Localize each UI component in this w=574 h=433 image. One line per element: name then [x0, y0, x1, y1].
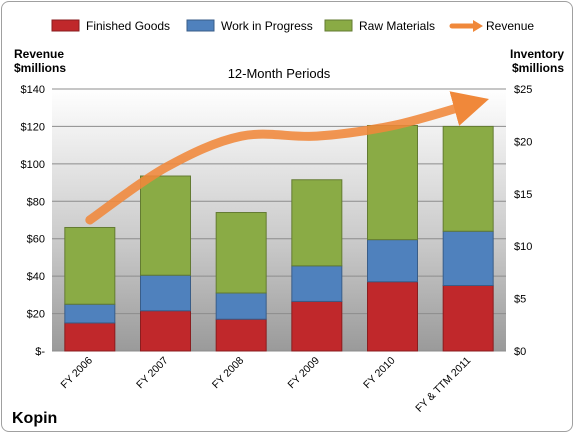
x-axis-ticks: FY 2006 FY 2007 FY 2008 FY 2009 FY 2010 FY & … [59, 355, 474, 415]
right-tick-label: $0 [514, 346, 526, 358]
bar-segment [291, 300, 343, 352]
bar-segment [215, 212, 267, 294]
chart-title: 12-Month Periods [228, 66, 331, 81]
x-tick-label: FY 2007 [134, 355, 171, 392]
right-axis-title-line1: Inventory [510, 47, 564, 61]
right-axis-title-line2: $millions [512, 61, 564, 75]
x-tick-label: FY & TTM 2011 [413, 355, 473, 415]
right-tick-label: $25 [514, 84, 532, 96]
legend: Finished Goods Work in Progress Raw Materi… [51, 19, 534, 33]
bar-segment [64, 303, 116, 324]
legend-label: Raw Materials [359, 19, 435, 33]
bar-segment [64, 226, 116, 305]
revenue-line [85, 91, 489, 225]
legend-arrow-head [473, 20, 483, 32]
legend-swatch [51, 19, 80, 32]
left-axis-title-line2: $millions [14, 61, 66, 75]
bar-segment [215, 318, 267, 352]
bars [64, 124, 494, 352]
left-tick-label: $20 [27, 309, 45, 321]
bar-segment [367, 239, 418, 283]
left-axis-ticks: $- $20 $40 $60 $80 $100 $120 $140 [21, 84, 46, 358]
gridlines [52, 88, 506, 352]
x-tick-label: FY 2010 [361, 355, 398, 392]
left-tick-label: $100 [21, 159, 45, 171]
x-tick-label: FY 2006 [59, 355, 96, 392]
legend-swatch [324, 19, 353, 32]
legend-item: Revenue [449, 19, 534, 33]
x-tick-label: FY 2009 [286, 355, 323, 392]
legend-swatch [186, 19, 215, 32]
legend-item: Raw Materials [324, 19, 435, 33]
right-tick-label: $5 [514, 294, 526, 306]
left-tick-label: $- [35, 346, 45, 358]
left-tick-label: $120 [21, 121, 45, 133]
legend-item: Finished Goods [51, 19, 170, 33]
right-tick-label: $10 [514, 241, 532, 253]
bar-segment [367, 124, 418, 241]
plot-area [52, 89, 506, 351]
bar-segment [215, 292, 267, 320]
right-tick-label: $15 [514, 189, 532, 201]
bar-segment [64, 322, 116, 352]
bar-segment [442, 230, 494, 287]
bar-segment [442, 285, 494, 352]
right-axis-ticks: $0 $5 $10 $15 $20 $25 [514, 84, 532, 358]
legend-label: Work in Progress [221, 19, 313, 33]
legend-item: Work in Progress [186, 19, 313, 33]
left-tick-label: $40 [27, 271, 45, 283]
left-axis-title-line1: Revenue [14, 47, 64, 61]
bar-segment [140, 310, 191, 352]
right-tick-label: $20 [514, 136, 532, 148]
legend-label: Finished Goods [86, 19, 170, 33]
bar-segment [140, 274, 191, 312]
bar-segment [442, 125, 494, 232]
left-tick-label: $60 [27, 234, 45, 246]
company-name: Kopin [12, 410, 57, 427]
bar-segment [367, 281, 418, 352]
bar-segment [140, 175, 191, 276]
bar-segment [291, 179, 343, 267]
revenue-arrow [85, 91, 489, 225]
bar-segment [291, 265, 343, 302]
left-tick-label: $140 [21, 84, 45, 96]
legend-label: Revenue [486, 19, 534, 33]
x-tick-label: FY 2008 [210, 355, 247, 392]
left-tick-label: $80 [27, 196, 45, 208]
